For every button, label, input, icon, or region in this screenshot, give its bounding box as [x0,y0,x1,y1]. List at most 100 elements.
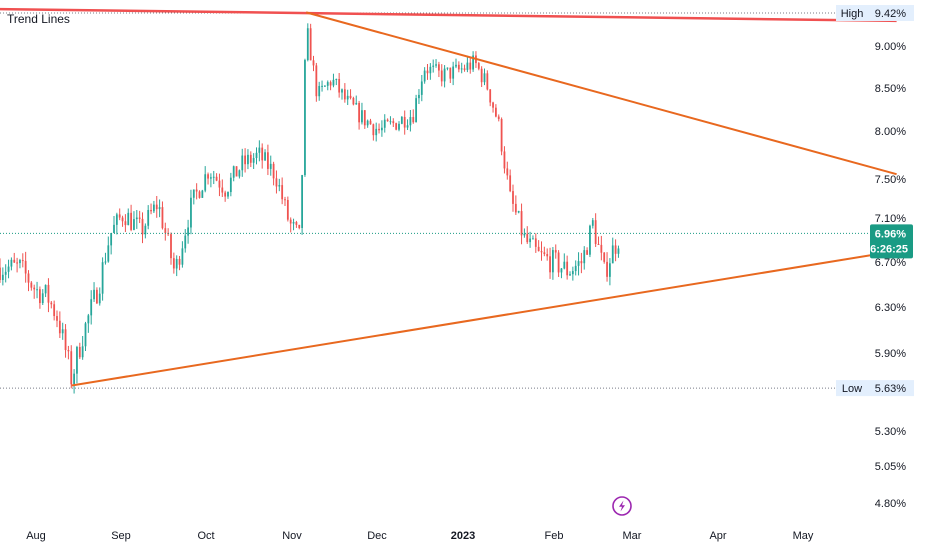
x-tick-label: Feb [545,530,564,542]
candle [554,244,557,259]
y-tick-label: 6.70% [875,257,906,269]
candle [153,200,155,214]
candle [343,83,346,103]
candle [275,170,278,194]
candle [144,223,147,239]
candle [560,268,563,279]
candle [229,172,232,197]
candle [261,143,264,169]
candle [574,260,577,276]
candle [332,73,335,88]
candle [150,203,152,215]
candle [96,287,98,305]
candle [358,100,360,130]
candle [506,161,509,180]
candle [386,118,389,122]
candle [298,224,301,230]
candle [543,246,546,257]
candle [172,252,175,274]
candle [326,80,329,91]
candle [318,81,321,101]
candle [184,229,187,253]
candle [50,300,53,309]
candle [210,173,212,188]
trend-line-descending[interactable] [305,11,897,176]
candle [207,172,209,185]
candle [338,72,341,98]
candle [249,151,252,168]
candle [375,122,378,142]
candle [292,218,295,231]
candle [10,257,13,271]
candle [472,51,474,72]
candle [104,252,107,265]
candle [415,94,417,123]
candle [432,59,435,73]
flash-icon[interactable] [612,496,632,516]
candle [466,56,469,73]
candle [492,101,494,113]
candle [198,190,201,199]
candle [244,148,246,173]
candle [44,284,47,298]
low-tag-label: Low [842,383,862,395]
candle [76,345,78,384]
candle [306,23,309,62]
candle [138,210,141,224]
candle [563,253,566,270]
candle [87,313,90,333]
candle [460,62,463,74]
candle [247,149,249,170]
trend-line-ascending[interactable] [71,250,897,387]
y-tick-label: 5.05% [875,461,906,473]
candle [480,66,483,88]
candle [41,289,44,306]
trend-line-resistance[interactable] [0,7,897,23]
candle [420,74,423,102]
candle [93,282,95,302]
y-tick-label: 8.50% [875,83,906,95]
candle [39,286,41,309]
candle [361,102,363,125]
candle [241,148,244,177]
low-tag-value: 5.63% [875,383,906,395]
candle [33,284,36,299]
candle [161,201,164,230]
y-tick-label: 9.00% [875,41,906,53]
candle [195,183,198,200]
candle [101,257,104,301]
candle [212,170,215,185]
last-price-tag: 6.96% 16:26:25 [864,224,913,259]
candle [583,246,586,270]
candle [546,248,549,261]
y-tick-label: 5.30% [875,426,906,438]
candle [600,235,603,261]
candle [489,89,492,107]
candle [67,345,70,360]
candle [395,122,398,131]
candle [412,109,415,124]
y-tick-label: 4.80% [875,498,906,510]
candle [552,247,554,280]
low-tag: Low 5.63% [836,380,914,397]
price-tags: High 9.42% Low 5.63% 6.96% 16:26:25 [836,5,914,397]
candle [372,123,375,141]
candle [463,64,466,72]
candle [221,179,224,198]
candle [201,189,204,198]
candle [135,209,138,229]
candle [47,278,50,313]
candle [53,300,56,321]
candle [121,215,124,227]
candle [107,236,110,263]
candle [158,199,161,218]
candle [4,264,7,283]
y-tick-label: 5.90% [875,348,906,360]
candle [90,290,93,325]
candle [614,239,617,262]
candle [30,281,33,291]
candle [141,212,144,244]
candle [224,190,227,202]
